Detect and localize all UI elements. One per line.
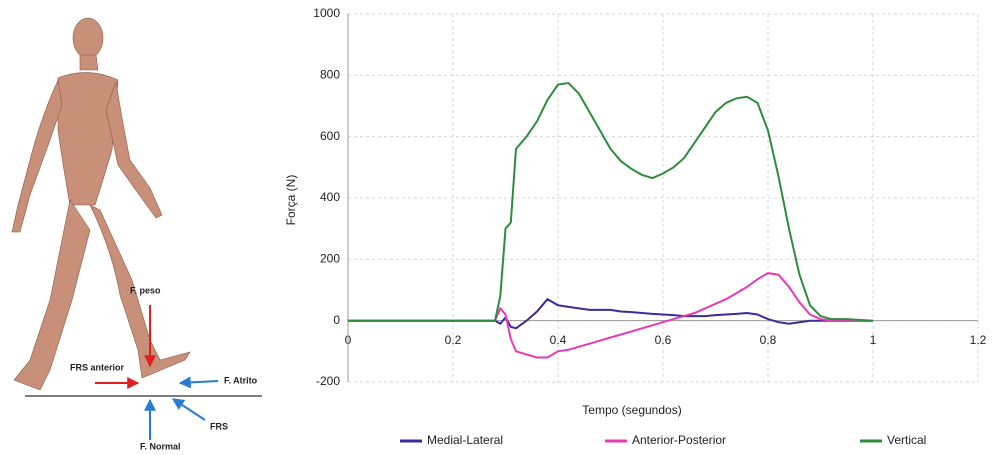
legend-label: Medial-Lateral xyxy=(427,433,503,447)
series-line xyxy=(348,297,873,330)
y-tick-label: 800 xyxy=(320,68,340,82)
walking-figure xyxy=(11,17,191,391)
x-tick-label: 1 xyxy=(870,333,877,347)
x-tick-label: 0.2 xyxy=(445,333,462,347)
series-line xyxy=(348,272,873,359)
x-tick-label: 0.4 xyxy=(550,333,567,347)
y-tick-label: -200 xyxy=(316,374,340,388)
y-tick-label: 600 xyxy=(320,129,340,143)
legend-label: Anterior-Posterior xyxy=(632,433,726,447)
x-tick-label: 0.8 xyxy=(760,333,777,347)
y-tick-label: 0 xyxy=(333,313,340,327)
x-tick-label: 0.6 xyxy=(655,333,672,347)
force-label: F. Atrito xyxy=(224,375,258,385)
force-label: FRS xyxy=(210,421,228,431)
y-tick-label: 400 xyxy=(320,190,340,204)
x-tick-label: 1.2 xyxy=(970,333,987,347)
series-line xyxy=(348,81,874,322)
force-arrows xyxy=(95,305,219,440)
legend-label: Vertical xyxy=(887,433,926,447)
force-label: FRS anterior xyxy=(70,362,125,372)
y-tick-label: 1000 xyxy=(313,6,340,20)
y-tick-label: 200 xyxy=(320,252,340,266)
force-label: F. Normal xyxy=(140,441,181,451)
force-label: F. peso xyxy=(130,285,161,295)
x-axis-title: Tempo (segundos) xyxy=(582,403,681,417)
y-axis-title: Força (N) xyxy=(284,175,298,226)
